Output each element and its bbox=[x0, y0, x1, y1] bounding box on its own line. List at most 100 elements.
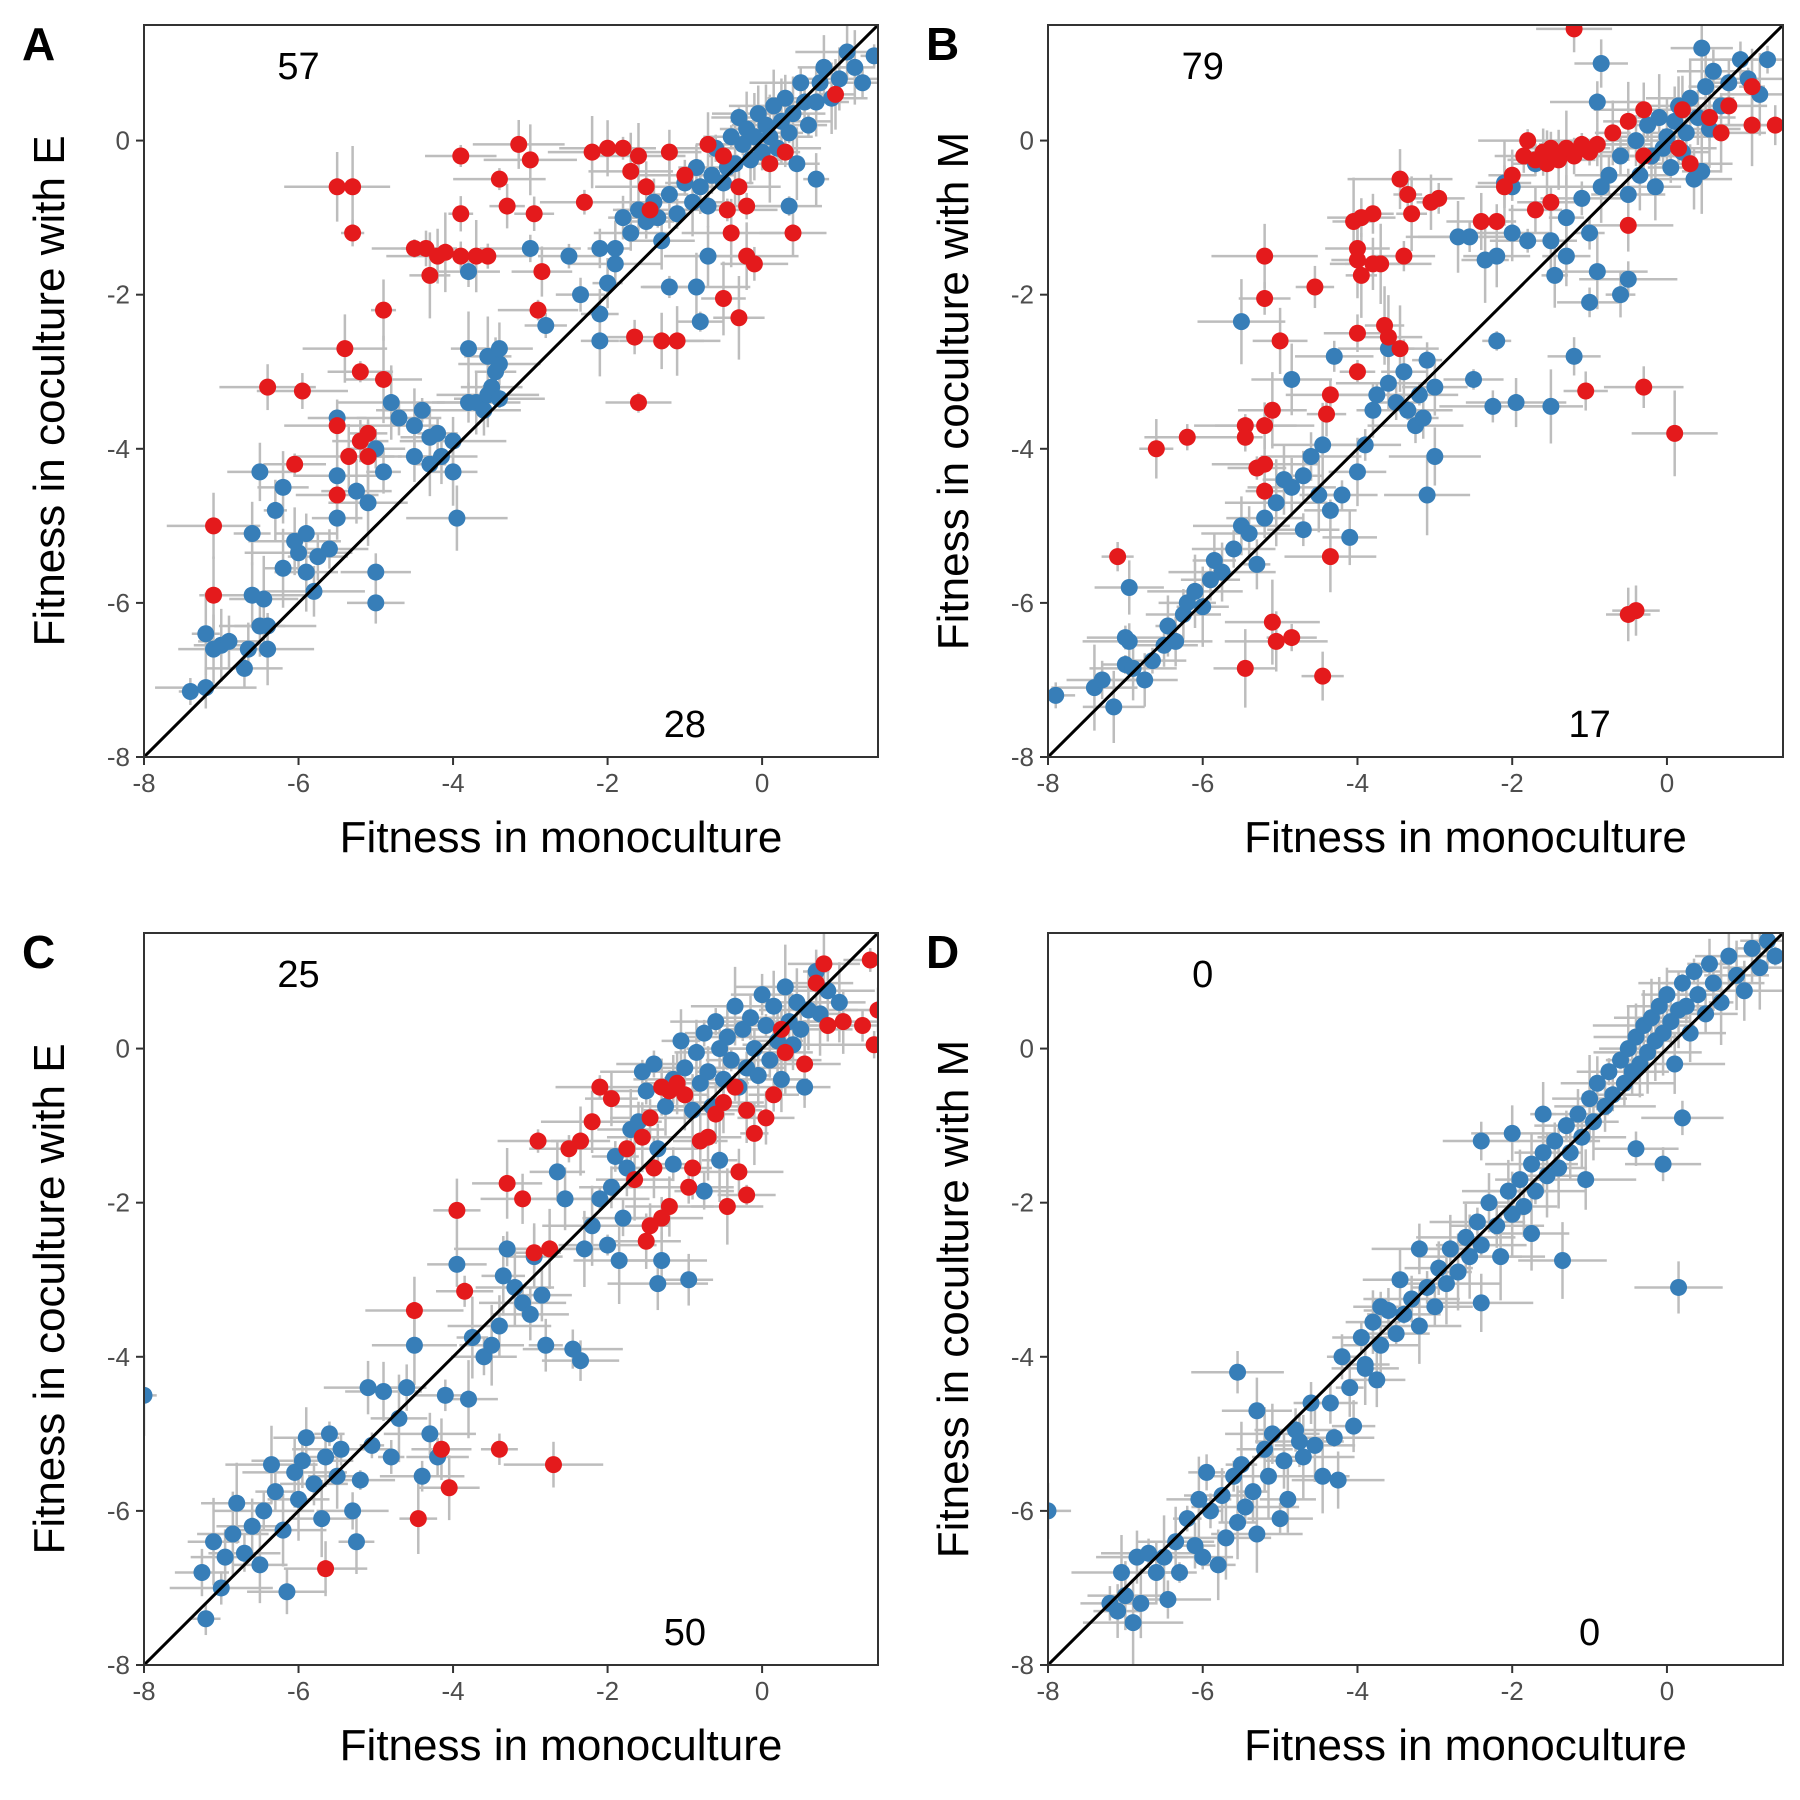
panel-d-point bbox=[1229, 1363, 1247, 1381]
panel-c-point bbox=[757, 1016, 775, 1034]
panel-a-point bbox=[799, 116, 817, 134]
panel-c-point-significant bbox=[861, 951, 878, 969]
panel-c-point bbox=[548, 1163, 566, 1181]
panel-a-point-significant bbox=[761, 155, 779, 173]
panel-b-point-significant bbox=[1515, 147, 1533, 165]
panel-b-point bbox=[1167, 632, 1185, 650]
panel-a-point bbox=[460, 263, 478, 281]
panel-a-point-significant bbox=[479, 247, 497, 265]
panel-b-point-significant bbox=[1666, 424, 1684, 442]
panel-b-point-significant bbox=[1712, 124, 1730, 142]
panel-b-y-tick-label: -6 bbox=[1011, 588, 1034, 618]
panel-c-point-significant bbox=[514, 1190, 532, 1208]
panel-c-point-significant bbox=[660, 1198, 678, 1216]
panel-a-y-tick-label: -6 bbox=[107, 588, 130, 618]
panel-b-point-significant bbox=[1701, 108, 1718, 126]
panel-b-point bbox=[1619, 186, 1637, 204]
panel-d-point bbox=[1526, 1182, 1544, 1200]
panel-a-point-significant bbox=[340, 447, 358, 465]
panel-c-point-significant bbox=[498, 1174, 516, 1192]
panel-c-point-significant bbox=[765, 1086, 783, 1104]
panel-b-point-significant bbox=[1670, 139, 1688, 157]
panel-b-point bbox=[1627, 132, 1645, 150]
panel-d-point bbox=[1356, 1359, 1374, 1377]
panel-c-point bbox=[772, 1070, 790, 1088]
panel-d-point bbox=[1472, 1132, 1490, 1150]
panel-b-point-significant bbox=[1391, 340, 1409, 358]
panel-a-x-tick-label: -2 bbox=[596, 768, 619, 798]
panel-a-point-significant bbox=[583, 143, 601, 161]
panel-a-point-significant bbox=[626, 328, 644, 346]
panel-d-x-tick-label: -8 bbox=[1036, 1676, 1059, 1706]
panel-b-point bbox=[1248, 555, 1266, 573]
panel-d-point bbox=[1581, 1090, 1599, 1108]
panel-c-point-significant bbox=[707, 1105, 725, 1123]
panel-b-x-axis-title: Fitness in monoculture bbox=[1244, 813, 1687, 862]
panel-d-point bbox=[1352, 1329, 1370, 1347]
panel-c-point-significant bbox=[776, 1043, 794, 1061]
panel-a-point-significant bbox=[344, 178, 362, 196]
panel-d-point bbox=[1557, 1117, 1575, 1135]
panel-b-count-above: 79 bbox=[1182, 46, 1224, 88]
panel-b-point bbox=[1662, 159, 1680, 177]
panel-d-point bbox=[1673, 974, 1691, 992]
panel-c-point bbox=[144, 1386, 153, 1404]
panel-a-point-significant bbox=[436, 243, 454, 261]
panel-a-point-significant bbox=[351, 363, 369, 381]
panel-c-point bbox=[382, 1448, 400, 1466]
panel-d-point bbox=[1217, 1529, 1235, 1547]
panel-d-point bbox=[1147, 1564, 1165, 1582]
panel-a-point bbox=[251, 463, 269, 481]
panel-c-point bbox=[680, 1271, 698, 1289]
panel-b-point bbox=[1267, 494, 1285, 512]
panel-a-point bbox=[614, 209, 632, 227]
panel-a-point-significant bbox=[718, 201, 736, 219]
panel-b-point bbox=[1581, 224, 1599, 242]
panel-c-point bbox=[695, 1182, 713, 1200]
panel-a-point-significant bbox=[730, 178, 748, 196]
panel-b-point bbox=[1720, 74, 1738, 92]
panel-a-x-tick-label: -8 bbox=[132, 768, 155, 798]
panel-a-x-tick-label: -6 bbox=[287, 768, 310, 798]
panel-a-point bbox=[660, 186, 678, 204]
panel-b-point bbox=[1612, 147, 1630, 165]
panel-d-point bbox=[1468, 1213, 1486, 1231]
panel-a-x-axis-title: Fitness in monoculture bbox=[340, 813, 783, 862]
panel-c-point bbox=[537, 1336, 555, 1354]
panel-a-point-significant bbox=[784, 224, 802, 242]
panel-d-y-tick-label: 0 bbox=[1020, 1034, 1034, 1064]
panel-c-point-significant bbox=[718, 1198, 736, 1216]
panel-c-frame bbox=[143, 932, 879, 1666]
panel-b-point bbox=[1341, 528, 1359, 546]
panel-a-point-significant bbox=[714, 147, 732, 165]
panel-a-point bbox=[259, 640, 277, 658]
panel-a-point bbox=[699, 197, 717, 215]
panel-c-point-significant bbox=[641, 1217, 659, 1235]
panel-a-point-significant bbox=[714, 290, 732, 308]
panel-c-point-significant bbox=[796, 1055, 814, 1073]
panel-d-point bbox=[1654, 1155, 1672, 1173]
panel-b-point bbox=[1418, 351, 1436, 369]
panel-c-point-significant bbox=[541, 1240, 559, 1258]
panel-a-point bbox=[235, 659, 253, 677]
panel-c-point bbox=[494, 1267, 512, 1285]
panel-a-point bbox=[297, 525, 315, 543]
panel-a-point bbox=[591, 332, 609, 350]
panel-a-point bbox=[429, 424, 447, 442]
panel-a-point-significant bbox=[614, 139, 632, 157]
panel-d-point bbox=[1704, 974, 1722, 992]
panel-d-point bbox=[1697, 1005, 1715, 1023]
panel-b-point bbox=[1646, 178, 1664, 196]
panel-b-point-significant bbox=[1495, 178, 1513, 196]
panel-b-point bbox=[1418, 486, 1436, 504]
panel-c-identity-line bbox=[144, 933, 878, 1665]
panel-c-point bbox=[262, 1456, 280, 1474]
panel-a-point-significant bbox=[328, 486, 346, 504]
panel-d-point bbox=[1113, 1564, 1130, 1582]
panel-d-point bbox=[1735, 982, 1753, 1000]
panel-b-point bbox=[1557, 247, 1575, 265]
panel-c-point bbox=[776, 978, 794, 996]
panel-a-point-significant bbox=[575, 193, 593, 211]
panel-a-point-significant bbox=[776, 143, 794, 161]
panel-b-point bbox=[1294, 467, 1312, 485]
